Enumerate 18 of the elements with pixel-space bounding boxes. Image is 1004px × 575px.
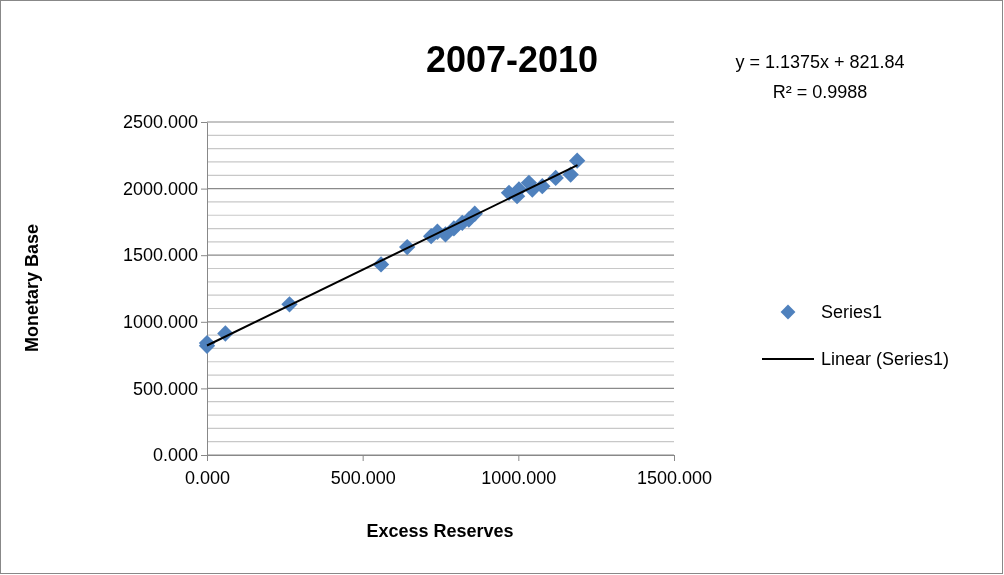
legend-label: Series1 (821, 302, 883, 322)
x-tick-label: 0.000 (184, 467, 231, 488)
text: R² = 0.9988 (772, 82, 868, 102)
chart-title: 2007-2010 (425, 39, 599, 80)
y-tick-label: 500.000 (132, 378, 198, 399)
x-tick-label: 1500.000 (636, 467, 713, 488)
y-tick-label: 1000.000 (122, 312, 198, 333)
y-tick-label: 2500.000 (122, 112, 198, 133)
x-axis-title: Excess Reserves (366, 521, 514, 541)
x-tick-label: 1000.000 (481, 467, 557, 488)
y-tick-label: 1500.000 (122, 245, 198, 266)
y-axis-title: Monetary Base (22, 223, 42, 353)
legend-label: Linear (Series1) (821, 349, 950, 369)
text: y = 1.1375x + 821.84 (735, 52, 905, 72)
point (569, 152, 586, 169)
x-tick-label: 500.000 (330, 467, 396, 488)
y-tick-label: 2000.000 (122, 178, 198, 199)
y-tick-label: 0.000 (152, 445, 198, 466)
